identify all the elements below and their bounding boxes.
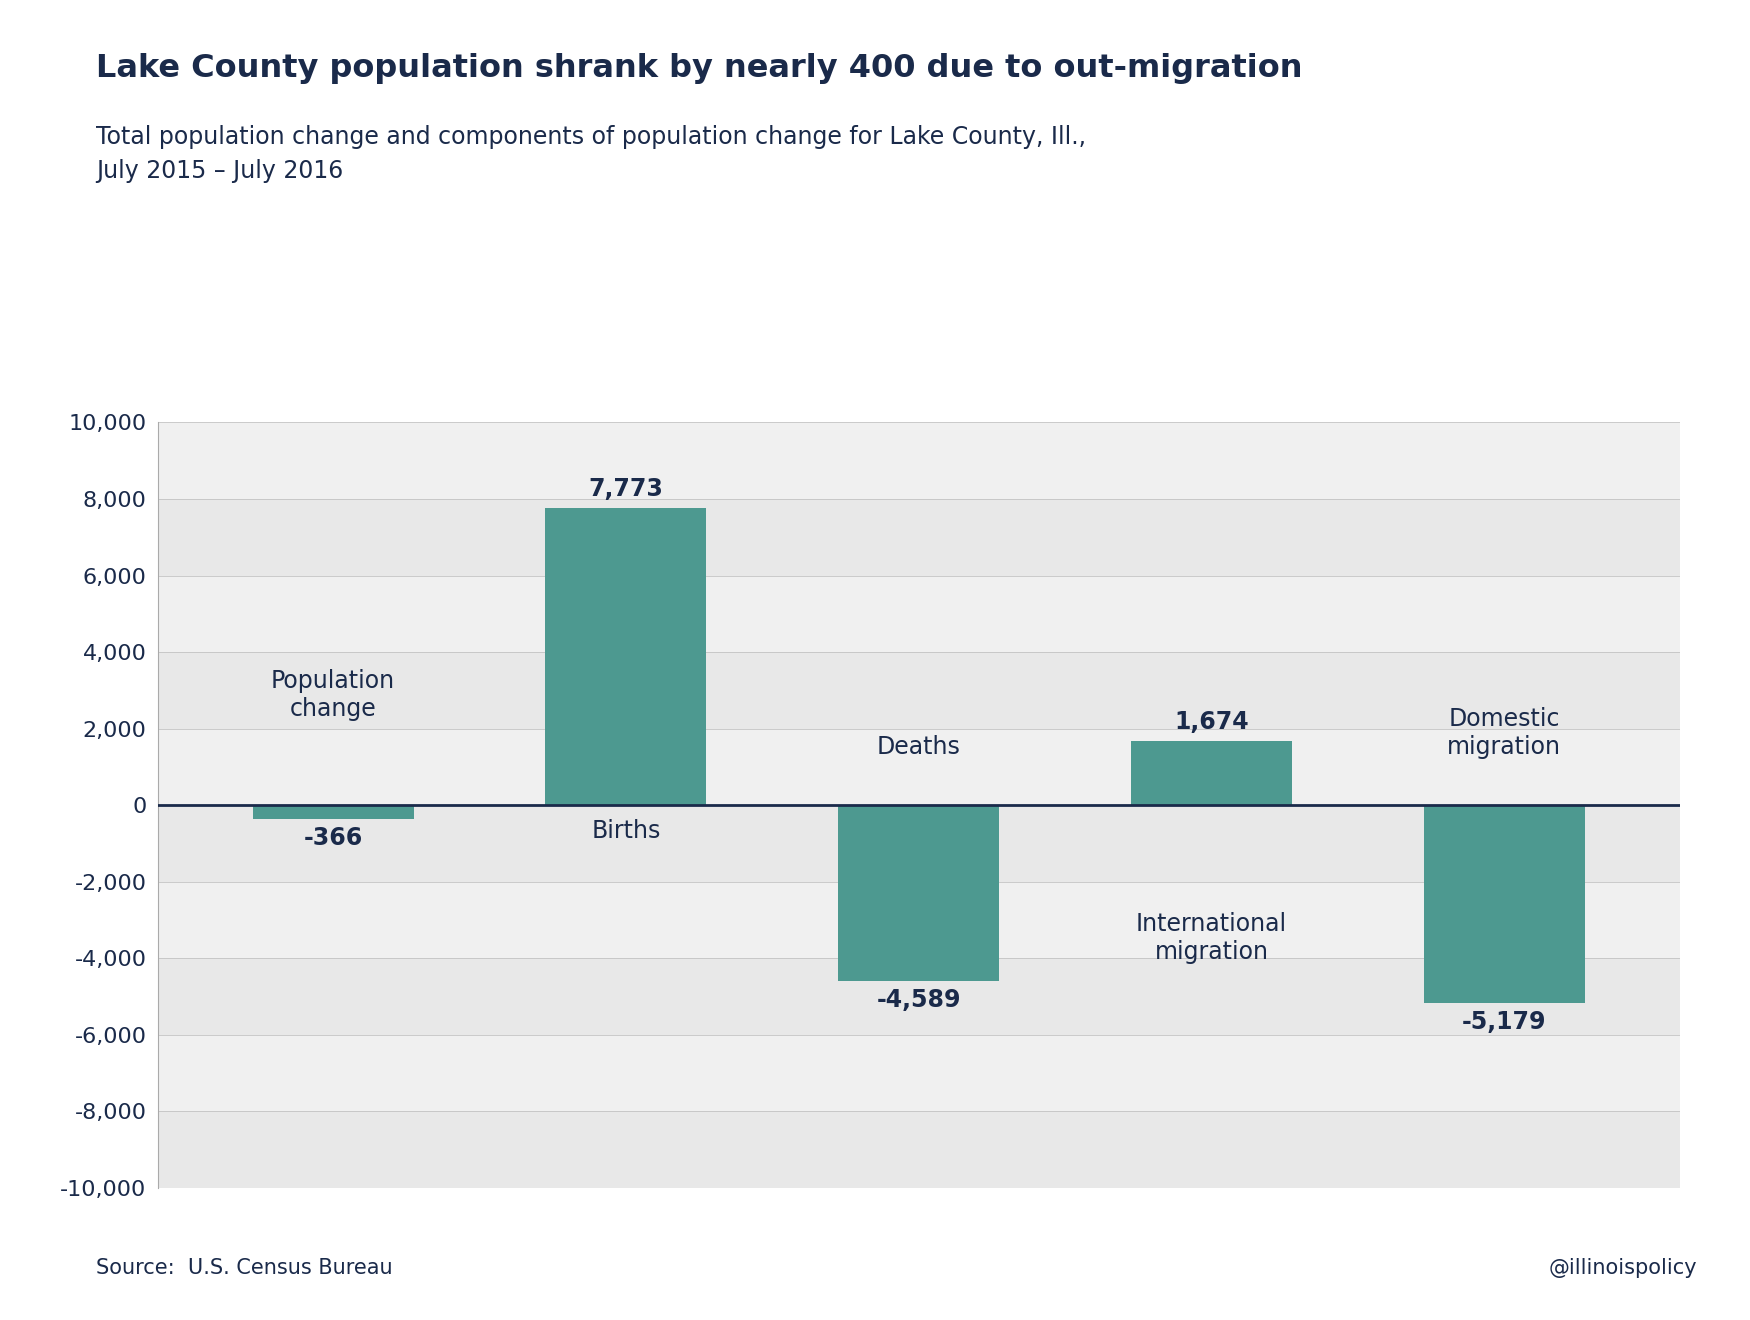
Text: Domestic
migration: Domestic migration	[1447, 708, 1561, 759]
Bar	[252, 805, 413, 820]
Text: -5,179: -5,179	[1461, 1010, 1547, 1035]
Bar	[158, 422, 1680, 499]
Text: @illinoispolicy: @illinoispolicy	[1549, 1258, 1698, 1278]
Text: Lake County population shrank by nearly 400 due to out-migration: Lake County population shrank by nearly …	[96, 53, 1302, 83]
Bar	[158, 652, 1680, 729]
Bar	[158, 805, 1680, 882]
Text: Total population change and components of population change for Lake County, Ill: Total population change and components o…	[96, 125, 1087, 183]
Text: -4,589: -4,589	[877, 987, 961, 1011]
Bar	[158, 958, 1680, 1035]
Text: -366: -366	[303, 826, 362, 850]
Text: 7,773: 7,773	[588, 477, 663, 500]
Bar	[1130, 741, 1292, 805]
Bar	[546, 508, 707, 805]
Text: Deaths: Deaths	[877, 735, 961, 759]
Bar	[158, 729, 1680, 805]
Text: 1,674: 1,674	[1174, 710, 1249, 734]
Bar	[158, 882, 1680, 958]
Bar	[1424, 805, 1586, 1003]
Bar	[158, 1111, 1680, 1188]
Bar	[158, 1035, 1680, 1111]
Text: Source:  U.S. Census Bureau: Source: U.S. Census Bureau	[96, 1258, 392, 1278]
Text: Population
change: Population change	[271, 669, 396, 721]
Bar	[158, 576, 1680, 652]
Text: International
migration: International migration	[1136, 912, 1286, 964]
Text: Births: Births	[592, 818, 662, 842]
Bar	[838, 805, 999, 981]
Bar	[158, 499, 1680, 576]
